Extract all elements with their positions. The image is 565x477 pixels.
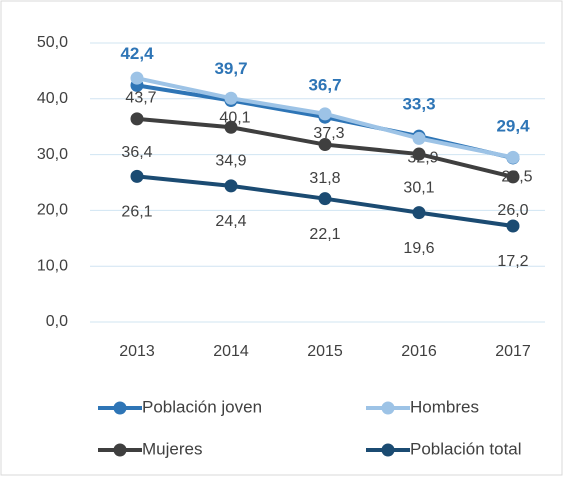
data-label: 30,1 bbox=[403, 179, 434, 196]
data-label: 19,6 bbox=[403, 240, 434, 257]
data-label: 42,4 bbox=[120, 44, 154, 63]
legend-marker bbox=[113, 443, 127, 457]
data-label: 29,4 bbox=[496, 116, 530, 135]
data-label: 33,3 bbox=[402, 95, 435, 114]
data-label: 36,4 bbox=[121, 144, 152, 161]
legend-label: Mujeres bbox=[142, 439, 202, 458]
y-tick-label: 20,0 bbox=[37, 202, 68, 219]
data-point bbox=[224, 120, 238, 134]
data-point bbox=[506, 150, 520, 164]
data-label: 40,1 bbox=[219, 109, 250, 126]
legend-label: Población joven bbox=[142, 397, 262, 416]
data-label: 31,8 bbox=[309, 170, 340, 187]
data-point bbox=[130, 112, 144, 126]
x-tick-label: 2017 bbox=[495, 343, 531, 360]
data-label: 22,1 bbox=[309, 226, 340, 243]
x-tick-label: 2013 bbox=[119, 343, 155, 360]
legend-label: Hombres bbox=[410, 397, 479, 416]
data-label: 43,7 bbox=[125, 89, 156, 106]
y-tick-label: 50,0 bbox=[37, 34, 68, 51]
data-point bbox=[318, 107, 332, 121]
legend-marker bbox=[381, 401, 395, 415]
data-label: 34,9 bbox=[215, 152, 246, 169]
data-label: 26,0 bbox=[497, 202, 528, 219]
x-tick-label: 2015 bbox=[307, 343, 343, 360]
data-label: 39,7 bbox=[214, 59, 247, 78]
data-label: 17,2 bbox=[497, 253, 528, 270]
data-point bbox=[412, 147, 426, 161]
data-point bbox=[318, 138, 332, 152]
y-tick-label: 30,0 bbox=[37, 146, 68, 163]
data-label: 26,1 bbox=[121, 204, 152, 221]
data-point bbox=[318, 192, 332, 206]
data-label: 37,3 bbox=[313, 125, 344, 142]
data-label: 24,4 bbox=[215, 213, 246, 230]
legend-marker bbox=[381, 443, 395, 457]
data-point bbox=[130, 71, 144, 85]
data-point bbox=[224, 91, 238, 105]
data-label: 32,9 bbox=[407, 150, 438, 167]
data-point bbox=[506, 170, 520, 184]
data-point bbox=[130, 169, 144, 183]
data-point bbox=[412, 131, 426, 145]
x-tick-label: 2016 bbox=[401, 343, 437, 360]
y-tick-label: 40,0 bbox=[37, 90, 68, 107]
x-tick-label: 2014 bbox=[213, 343, 249, 360]
y-tick-label: 10,0 bbox=[37, 257, 68, 274]
data-point bbox=[506, 219, 520, 233]
data-label: 36,7 bbox=[308, 76, 341, 95]
legend-label: Población total bbox=[410, 439, 522, 458]
data-label: 29,5 bbox=[501, 169, 532, 186]
y-tick-label: 0,0 bbox=[46, 313, 68, 330]
legend-marker bbox=[113, 401, 127, 415]
data-point bbox=[412, 206, 426, 220]
data-point bbox=[224, 179, 238, 193]
